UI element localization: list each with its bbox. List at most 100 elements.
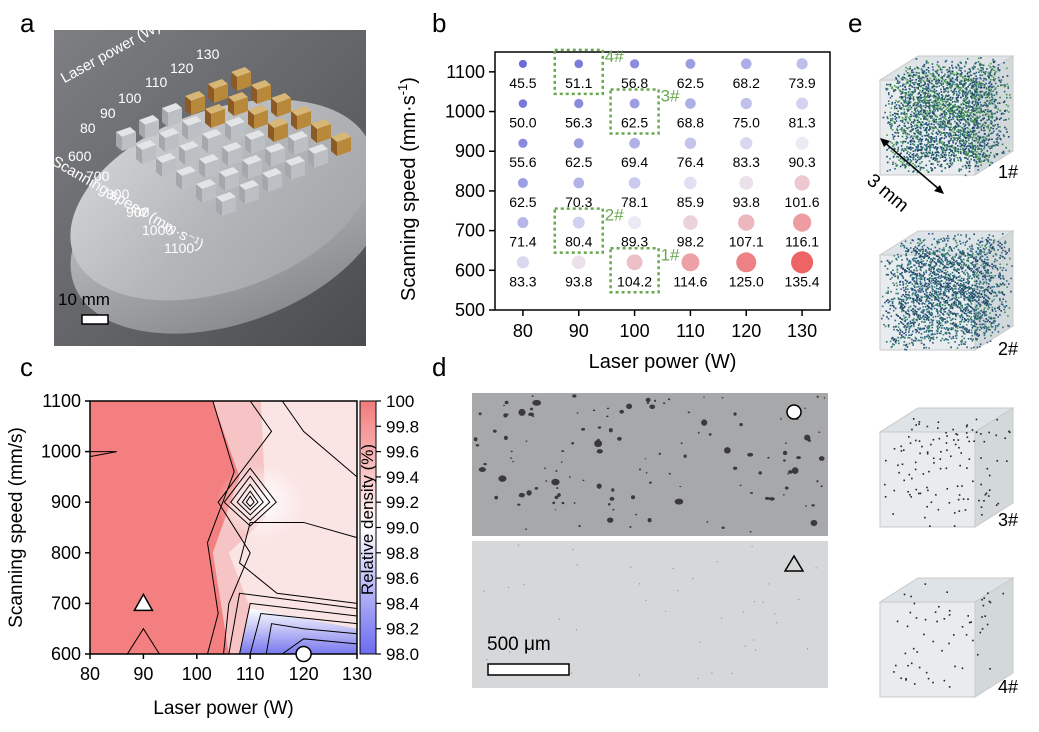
pore — [744, 645, 746, 647]
pore-voxel — [930, 167, 932, 169]
pore-voxel — [906, 267, 909, 269]
pore-voxel — [931, 272, 934, 274]
cube-front — [277, 98, 291, 117]
pore-voxel — [916, 83, 919, 85]
pore-voxel — [951, 150, 954, 152]
pore-voxel — [944, 144, 947, 146]
pore-voxel — [917, 132, 920, 134]
pore-voxel — [955, 86, 958, 88]
pore-voxel — [936, 312, 939, 315]
pore-voxel — [913, 141, 916, 143]
pore-voxel — [905, 288, 907, 291]
pore-voxel — [897, 292, 899, 295]
pore-voxel — [934, 98, 937, 100]
pore-voxel — [901, 303, 903, 305]
pore-voxel — [941, 94, 943, 96]
pore-voxel — [934, 281, 936, 283]
pore-voxel — [943, 110, 946, 113]
pore-voxel — [963, 156, 966, 159]
pore-voxel — [972, 126, 974, 129]
pore-voxel — [943, 272, 946, 274]
pore-voxel — [937, 151, 939, 153]
pore-voxel — [960, 252, 963, 254]
pore-voxel — [921, 71, 924, 74]
pore-voxel — [959, 252, 962, 254]
y-tick-label-c: 600 — [51, 644, 81, 664]
pore-voxel — [919, 238, 921, 240]
pore-voxel — [908, 94, 910, 97]
pore-voxel — [914, 283, 917, 285]
pore-voxel — [954, 78, 957, 81]
cube-side — [205, 109, 211, 128]
pore-voxel — [953, 92, 955, 95]
pore-voxel — [960, 116, 963, 119]
pore-voxel — [962, 127, 964, 130]
pore-voxel — [925, 296, 928, 299]
pore — [523, 583, 525, 586]
pore-voxel — [927, 319, 930, 321]
pore-voxel — [989, 74, 992, 77]
pore-voxel — [983, 308, 985, 311]
pore-voxel — [907, 336, 909, 339]
pore-voxel — [963, 144, 966, 147]
pore-voxel — [935, 336, 938, 339]
pore-voxel — [956, 282, 958, 285]
pore-voxel — [922, 80, 925, 82]
pore-voxel — [890, 271, 892, 273]
pore-voxel — [919, 273, 921, 276]
bubble-value-label: 70.3 — [565, 194, 592, 210]
pore-voxel — [965, 87, 968, 90]
pore-voxel — [926, 288, 929, 290]
pore-voxel — [916, 126, 919, 128]
pore-voxel — [944, 127, 946, 129]
pore-voxel — [912, 92, 914, 95]
pore-voxel — [943, 256, 946, 258]
pore-voxel — [910, 270, 912, 272]
pore-voxel — [977, 94, 980, 96]
pore-voxel — [929, 286, 931, 288]
pore-voxel — [945, 100, 947, 103]
cube-front — [122, 132, 136, 151]
pore-voxel — [950, 129, 953, 132]
pore-voxel — [961, 109, 963, 112]
pore-voxel — [962, 279, 965, 281]
pore-voxel — [985, 122, 987, 124]
pore-voxel — [933, 103, 935, 105]
pore — [524, 528, 528, 530]
x-tick-label-b: 110 — [676, 321, 705, 341]
pore-voxel — [956, 76, 959, 78]
pore-voxel — [978, 250, 981, 253]
pore-voxel — [948, 83, 950, 86]
pore-voxel — [948, 105, 950, 108]
pore-voxel — [998, 306, 1000, 309]
pore-voxel — [906, 127, 909, 130]
cube-front — [291, 161, 305, 180]
pore-voxel — [980, 141, 983, 143]
pore-voxel — [965, 91, 967, 93]
pore-voxel — [943, 247, 945, 249]
pore-voxel — [945, 154, 947, 156]
pore-voxel — [973, 284, 976, 287]
bubble-value-label: 56.3 — [565, 115, 592, 131]
pore-voxel — [946, 86, 949, 89]
pore-voxel — [966, 137, 968, 139]
pore-voxel — [930, 163, 933, 165]
pore-voxel — [908, 267, 911, 269]
pore — [674, 498, 684, 505]
pore-voxel — [953, 154, 955, 157]
cube-side — [262, 173, 268, 192]
pore-voxel — [997, 85, 999, 87]
pore-voxel — [928, 99, 931, 102]
pore-voxel — [987, 104, 990, 107]
pore-voxel — [930, 154, 933, 156]
pore-voxel — [929, 93, 932, 96]
pore-voxel — [933, 91, 936, 93]
pore-voxel — [945, 113, 948, 116]
pore-voxel — [898, 100, 900, 103]
pore-voxel — [962, 103, 965, 106]
contour-line — [223, 467, 277, 527]
pore-voxel — [983, 291, 986, 293]
pore — [532, 399, 542, 406]
pore-voxel — [974, 101, 977, 104]
power-value-label: 90 — [100, 105, 116, 121]
